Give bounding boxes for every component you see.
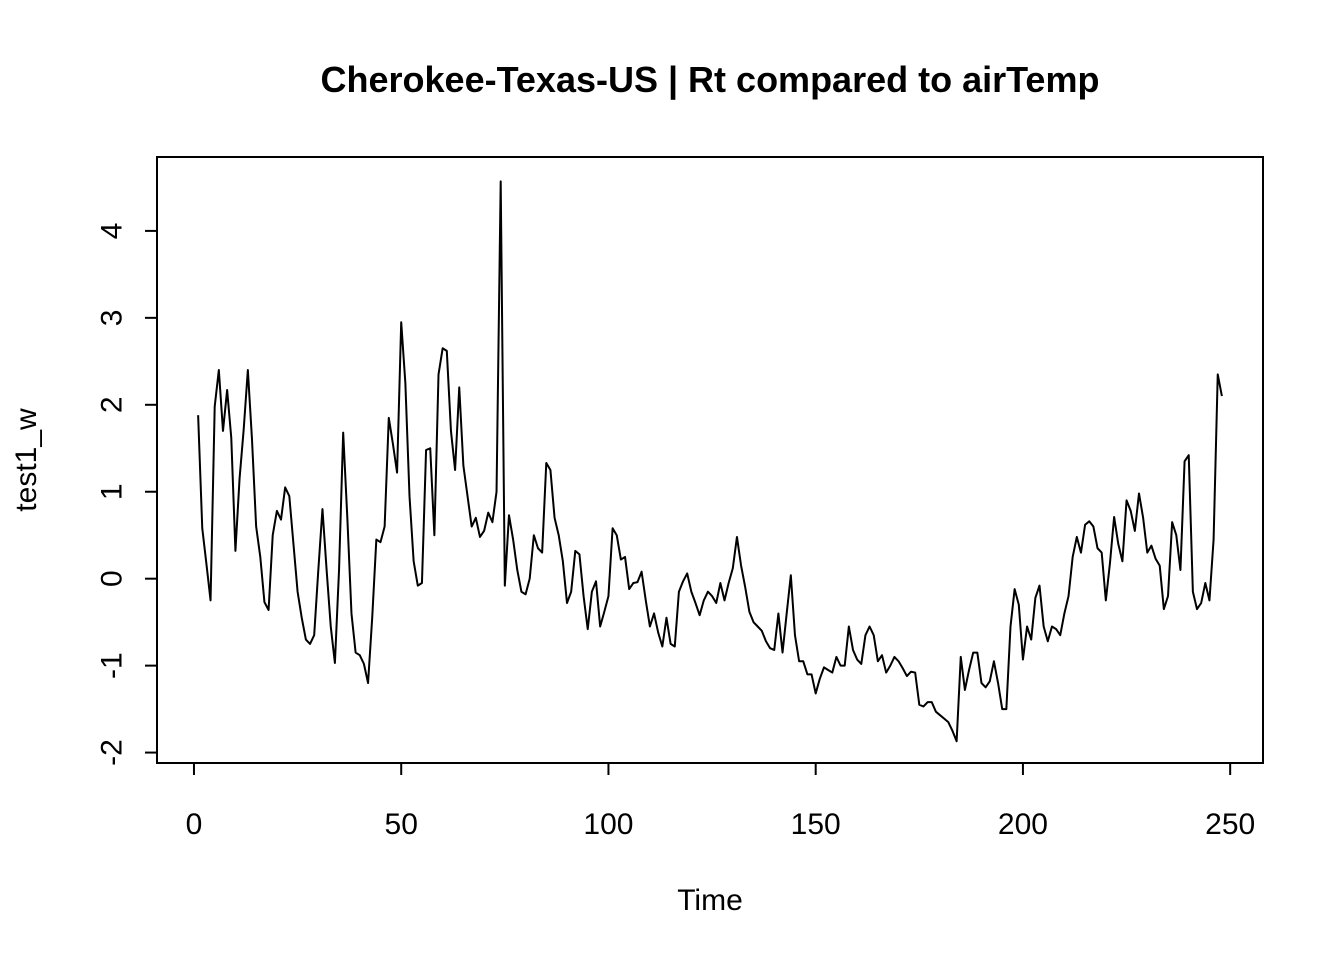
x-tick-label: 200 <box>998 808 1048 841</box>
y-tick-label: 2 <box>96 396 129 413</box>
x-tick-label: 50 <box>385 808 418 841</box>
plot-frame <box>156 156 1264 764</box>
y-axis: -2 -1 0 1 2 3 4 <box>96 223 158 766</box>
y-tick-label: -2 <box>96 739 129 766</box>
x-tick-label: 0 <box>186 808 203 841</box>
chart-title: Cherokee-Texas-US | Rt compared to airTe… <box>321 59 1100 101</box>
x-axis: 0 50 100 150 200 250 <box>186 762 1255 841</box>
series-line <box>197 180 1223 743</box>
y-tick-label: -1 <box>96 652 129 679</box>
x-tick-label: 150 <box>791 808 841 841</box>
y-tick-label: 4 <box>96 223 129 240</box>
x-tick-label: 250 <box>1205 808 1255 841</box>
y-tick-label: 3 <box>96 310 129 327</box>
y-axis-label: test1_w <box>10 408 43 512</box>
x-tick-label: 100 <box>583 808 633 841</box>
x-axis-label: Time <box>677 884 743 917</box>
y-tick-label: 0 <box>96 570 129 587</box>
y-tick-label: 1 <box>96 483 129 500</box>
